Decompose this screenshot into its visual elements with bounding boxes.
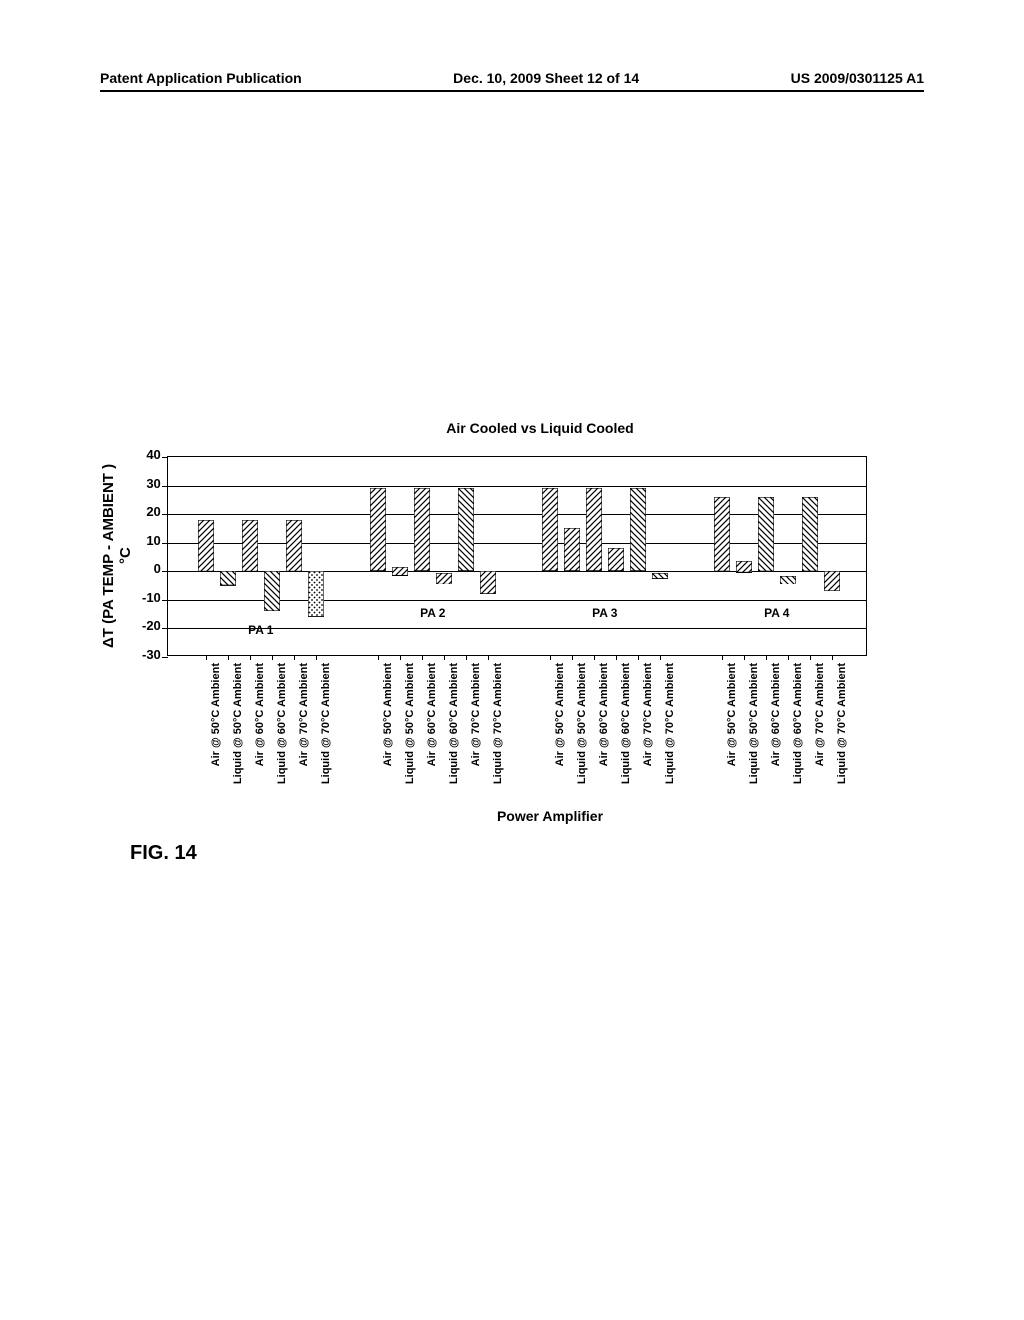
x-tick-mark [250,655,251,660]
bar-label: Liquid @ 70°C Ambient [492,663,504,784]
y-tick-mark [162,457,168,458]
y-tick-mark [162,486,168,487]
bar [198,520,214,571]
bar [436,571,452,582]
bar-label: Air @ 50°C Ambient [382,663,394,766]
gridline [168,486,866,487]
bar [564,528,580,571]
bar [652,566,668,572]
page-header: Patent Application Publication Dec. 10, … [0,70,1024,92]
bar-label: Air @ 60°C Ambient [254,663,266,766]
bar-label: Air @ 60°C Ambient [426,663,438,766]
bar [736,560,752,571]
bar [286,520,302,571]
bar [780,571,796,580]
bar-label: Liquid @ 60°C Ambient [276,663,288,784]
x-tick-mark [616,655,617,660]
y-tick-mark [162,628,168,629]
y-tick-mark [162,514,168,515]
bar [758,497,774,571]
x-tick-mark [400,655,401,660]
bar-label: Air @ 50°C Ambient [726,663,738,766]
bar [414,488,430,571]
bar [370,488,386,571]
x-tick-mark [832,655,833,660]
group-label: PA 3 [592,606,617,620]
bar [242,520,258,571]
x-tick-mark [272,655,273,660]
bar-label: Air @ 70°C Ambient [642,663,654,766]
x-tick-mark [722,655,723,660]
x-tick-mark [206,655,207,660]
bar-label: Air @ 60°C Ambient [598,663,610,766]
bar-label: Liquid @ 60°C Ambient [792,663,804,784]
bar [264,571,280,611]
bar-label: Air @ 50°C Ambient [554,663,566,766]
bar [458,488,474,571]
bar-label: Air @ 70°C Ambient [298,663,310,766]
y-tick-mark [162,600,168,601]
bar [392,563,408,572]
x-tick-mark [594,655,595,660]
plot-area: Air @ 50°C AmbientLiquid @ 50°C AmbientA… [167,456,867,656]
bar-label: Liquid @ 50°C Ambient [232,663,244,784]
chart-title: Air Cooled vs Liquid Cooled [100,420,920,436]
bar-label: Liquid @ 50°C Ambient [748,663,760,784]
y-axis-label: ΔT (PA TEMP - AMBIENT ) °C [100,456,134,656]
y-tick-mark [162,657,168,658]
y-tick-mark [162,571,168,572]
x-tick-mark [466,655,467,660]
header-center: Dec. 10, 2009 Sheet 12 of 14 [453,70,639,86]
x-tick-mark [550,655,551,660]
y-tick-mark [162,543,168,544]
bar-label: Liquid @ 50°C Ambient [404,663,416,784]
x-tick-mark [422,655,423,660]
x-tick-mark [572,655,573,660]
group-label: PA 2 [420,606,445,620]
x-tick-mark [744,655,745,660]
x-tick-mark [316,655,317,660]
bar [802,497,818,571]
x-tick-mark [228,655,229,660]
x-tick-mark [788,655,789,660]
bar [308,571,324,617]
bar [608,548,624,571]
bar-label: Liquid @ 60°C Ambient [620,663,632,784]
figure-caption: FIG. 14 [100,842,920,865]
x-tick-mark [378,655,379,660]
bar [630,488,646,571]
x-tick-mark [766,655,767,660]
bar [824,571,840,591]
bar-label: Liquid @ 50°C Ambient [576,663,588,784]
x-tick-mark [488,655,489,660]
bar-label: Liquid @ 70°C Ambient [664,663,676,784]
bar [480,571,496,594]
header-left: Patent Application Publication [100,70,302,86]
group-label: PA 4 [764,606,789,620]
header-right: US 2009/0301125 A1 [791,70,924,86]
x-axis-label: Power Amplifier [100,808,920,824]
bar-label: Liquid @ 70°C Ambient [320,663,332,784]
bar-label: Air @ 60°C Ambient [770,663,782,766]
bar-label: Air @ 70°C Ambient [814,663,826,766]
x-tick-mark [294,655,295,660]
bar-label: Air @ 70°C Ambient [470,663,482,766]
x-tick-mark [810,655,811,660]
chart: Air Cooled vs Liquid Cooled ΔT (PA TEMP … [100,420,920,865]
bar-label: Liquid @ 60°C Ambient [448,663,460,784]
bar [586,488,602,571]
group-label: PA 1 [248,623,273,637]
bar-label: Liquid @ 70°C Ambient [836,663,848,784]
bar [220,571,236,585]
bar [714,497,730,571]
x-tick-mark [638,655,639,660]
bar [542,488,558,571]
bar-label: Air @ 50°C Ambient [210,663,222,766]
x-tick-mark [660,655,661,660]
x-tick-mark [444,655,445,660]
